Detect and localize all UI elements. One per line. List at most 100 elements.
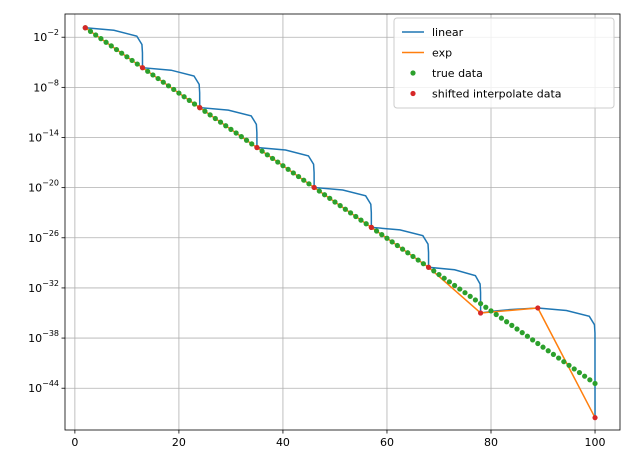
legend-label: shifted interpolate data — [432, 88, 562, 101]
axes: 0 20 40 60 80 10010−210−810−1410−2010−2610−32… — [28, 28, 605, 449]
point — [524, 333, 531, 339]
point — [124, 54, 130, 60]
point — [207, 112, 213, 118]
point — [139, 65, 146, 71]
point — [379, 232, 385, 238]
y-tick-label: 10−8 — [33, 78, 59, 94]
point — [571, 366, 577, 372]
point — [483, 304, 489, 310]
point — [566, 362, 572, 368]
point — [249, 141, 255, 147]
point — [587, 377, 593, 383]
x-tick-label: 20 — [172, 436, 186, 449]
point — [155, 75, 161, 82]
tick-exponent: −2 — [47, 28, 59, 37]
point — [488, 308, 494, 314]
plot-area — [82, 25, 598, 421]
point — [259, 148, 265, 154]
point — [150, 72, 156, 78]
point — [103, 39, 109, 45]
point — [321, 192, 328, 198]
point — [197, 105, 203, 111]
point — [384, 235, 390, 241]
point — [285, 166, 291, 172]
point — [160, 79, 166, 85]
tick-base: 10 — [28, 282, 42, 295]
point — [145, 68, 151, 74]
tick-exponent: −8 — [47, 78, 59, 87]
point — [181, 94, 187, 100]
point — [93, 32, 99, 38]
point — [306, 181, 312, 187]
tick-base: 10 — [33, 81, 47, 94]
point — [410, 253, 416, 260]
point — [467, 293, 473, 299]
point — [347, 210, 354, 216]
point — [582, 373, 588, 379]
point — [233, 130, 239, 136]
tick-exponent: −14 — [42, 129, 59, 138]
point — [202, 108, 208, 114]
point — [134, 61, 140, 67]
grid — [65, 14, 620, 430]
point — [311, 184, 317, 191]
point — [561, 359, 567, 365]
point — [399, 246, 406, 252]
point — [446, 279, 452, 285]
point — [451, 282, 458, 289]
legend-label: linear — [432, 26, 464, 39]
point — [556, 355, 562, 361]
point — [280, 163, 286, 169]
point — [509, 322, 515, 328]
point — [431, 268, 437, 274]
x-tick-label: 100 — [585, 436, 606, 449]
point — [254, 144, 260, 151]
legend-marker — [410, 70, 416, 76]
point — [113, 46, 120, 53]
point — [337, 203, 343, 209]
legend-label: true data — [432, 67, 483, 80]
axes-frame — [64, 13, 621, 431]
y-tick-label: 10−32 — [28, 279, 59, 295]
point — [165, 83, 172, 89]
point — [217, 119, 224, 125]
point — [420, 261, 426, 267]
point — [514, 326, 520, 332]
point — [530, 337, 536, 343]
tick-base: 10 — [28, 132, 42, 145]
point — [477, 300, 484, 307]
point — [472, 297, 478, 303]
tick-base: 10 — [28, 332, 42, 345]
point — [550, 351, 557, 358]
point — [358, 217, 364, 223]
tick-exponent: −26 — [42, 229, 59, 238]
tick-exponent: −32 — [42, 279, 59, 288]
legend-box — [393, 17, 615, 109]
point — [504, 319, 510, 325]
y-tick-label: 10−38 — [28, 329, 59, 345]
point — [592, 380, 598, 387]
point — [316, 188, 322, 194]
tick-base: 10 — [28, 382, 42, 395]
point — [436, 271, 442, 278]
point — [592, 415, 598, 421]
point — [82, 25, 88, 31]
point — [405, 250, 411, 256]
x-tick-label: 60 — [380, 436, 394, 449]
point — [191, 101, 198, 107]
y-tick-label: 10−26 — [28, 229, 59, 245]
point — [493, 311, 499, 318]
legend-label: exp — [432, 47, 452, 60]
point — [212, 115, 218, 122]
point — [129, 57, 135, 64]
point — [243, 137, 250, 143]
point — [540, 344, 546, 350]
point — [264, 152, 270, 158]
y-tick-label: 10−44 — [28, 379, 59, 395]
point — [327, 195, 333, 201]
point — [368, 224, 374, 230]
point — [373, 228, 380, 234]
y-tick-label: 10−14 — [28, 129, 59, 145]
point — [290, 170, 296, 176]
